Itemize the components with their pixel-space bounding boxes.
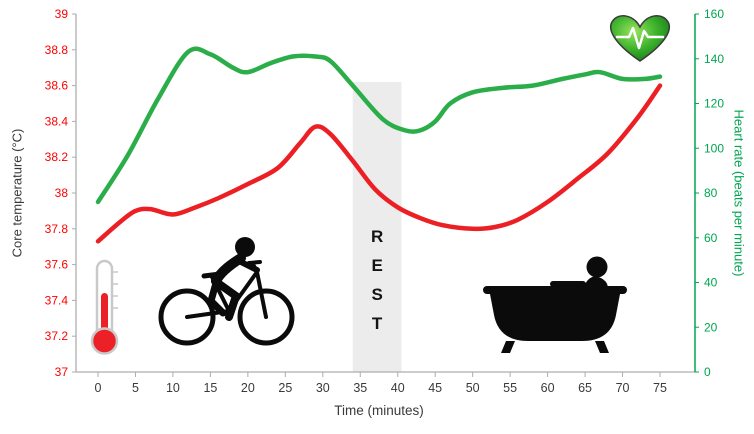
x-axis-tick-label: 15	[203, 381, 217, 395]
right-axis-tick-label: 40	[704, 276, 718, 290]
rest-label-letter: S	[371, 285, 382, 304]
rest-label-letter: R	[371, 227, 383, 246]
x-axis-tick-label: 25	[278, 381, 292, 395]
x-axis-tick-label: 45	[428, 381, 442, 395]
left-axis-tick-label: 37	[55, 365, 69, 379]
right-axis-tick-label: 20	[704, 320, 718, 334]
core-temperature-line	[95, 83, 663, 244]
rest-band	[352, 82, 402, 373]
x-axis-title: Time (minutes)	[334, 403, 424, 418]
right-axis-tick-label: 160	[704, 7, 724, 21]
left-axis-tick-label: 38	[55, 186, 69, 200]
x-axis-tick-label: 30	[316, 381, 330, 395]
x-axis-tick-label: 55	[503, 381, 517, 395]
right-axis-tick-label: 60	[704, 231, 718, 245]
heart-rate-line	[95, 46, 663, 205]
left-axis-tick-label: 38.2	[45, 150, 69, 164]
right-axis-title: Heart rate (beats per minute)	[731, 109, 747, 277]
cyclist-icon	[158, 237, 295, 346]
left-axis-tick-label: 38.6	[45, 79, 69, 93]
x-axis-tick-label: 50	[466, 381, 480, 395]
left-axis-tick-label: 37.6	[45, 258, 69, 272]
x-axis-tick-label: 0	[95, 381, 102, 395]
left-axis-title: Core temperature (°C)	[9, 128, 25, 258]
left-axis-tick-label: 37.8	[45, 222, 69, 236]
rest-label-letter: T	[372, 314, 383, 333]
right-axis-tick-label: 140	[704, 52, 724, 66]
left-axis-tick-label: 39	[55, 7, 69, 21]
x-axis-tick-label: 10	[166, 381, 180, 395]
right-axis-tick-label: 80	[704, 186, 718, 200]
right-axis-tick-label: 0	[704, 365, 711, 379]
x-axis-tick-label: 70	[616, 381, 630, 395]
right-axis-tick-label: 120	[704, 97, 724, 111]
x-axis-tick-label: 60	[541, 381, 555, 395]
left-axis-tick-label: 37.2	[45, 329, 69, 343]
x-axis-tick-label: 5	[132, 381, 139, 395]
x-axis-tick-label: 40	[391, 381, 405, 395]
x-axis-tick-label: 35	[353, 381, 367, 395]
x-axis-tick-label: 20	[241, 381, 255, 395]
x-axis-tick-label: 65	[578, 381, 592, 395]
left-axis-tick-label: 37.4	[45, 293, 69, 307]
right-axis-tick-label: 100	[704, 141, 724, 155]
heart-ecg-icon	[610, 15, 670, 62]
thermometer-icon	[90, 259, 119, 355]
x-axis-tick-label: 75	[653, 381, 667, 395]
rest-label-letter: E	[371, 256, 382, 275]
left-axis-tick-label: 38.4	[45, 114, 69, 128]
left-axis-tick-label: 38.8	[45, 43, 69, 57]
bathtub-icon	[483, 256, 627, 353]
